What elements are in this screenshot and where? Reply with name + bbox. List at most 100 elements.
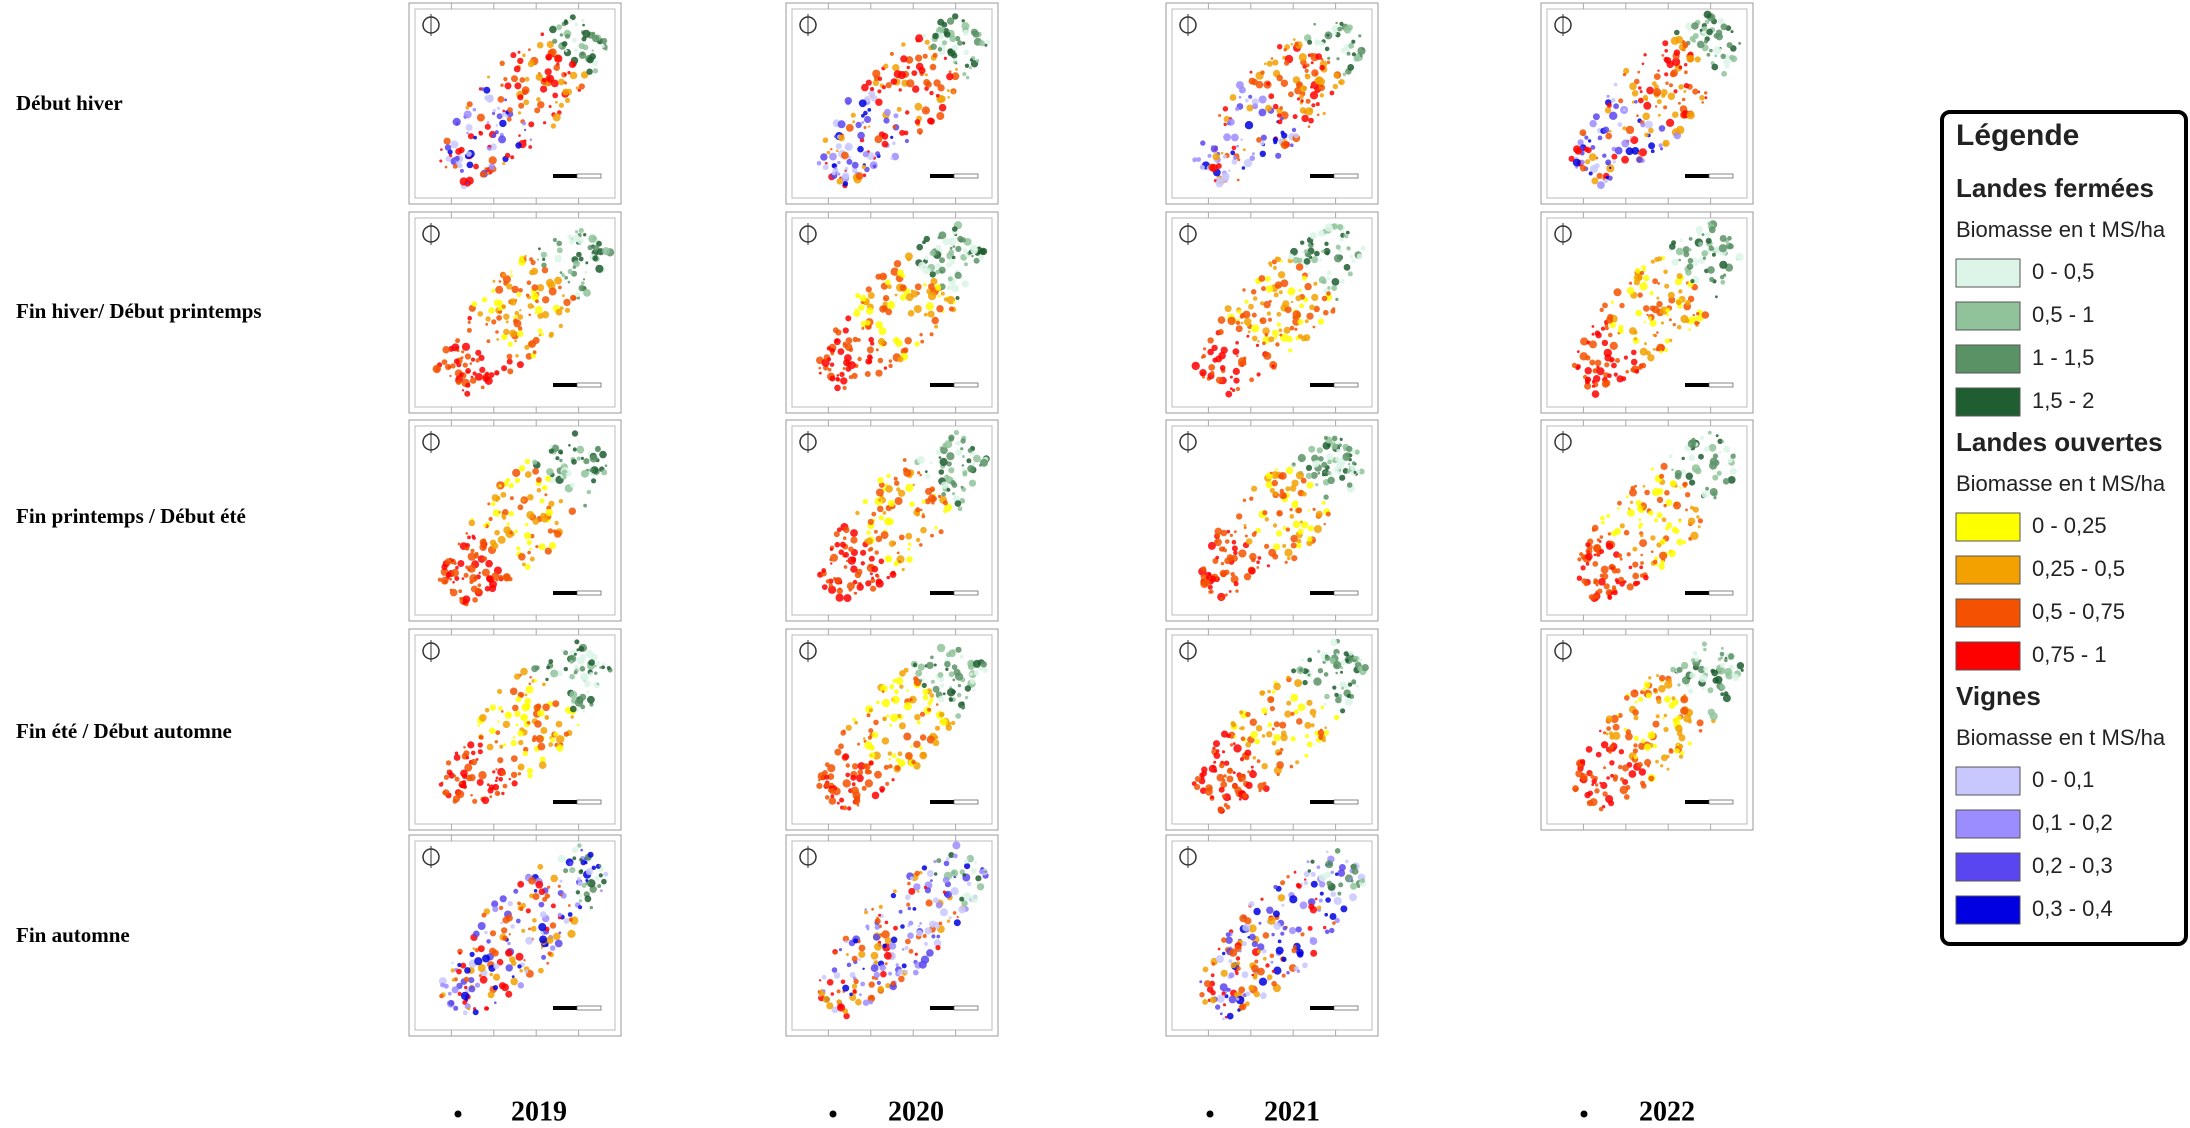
- map-patch: [909, 949, 914, 954]
- map-patch: [1633, 581, 1639, 587]
- map-patch: [853, 989, 857, 993]
- map-patch: [922, 683, 927, 688]
- map-patch: [517, 730, 523, 736]
- map-patch: [1665, 308, 1670, 313]
- map-patch: [866, 538, 873, 545]
- legend-item-label: 0 - 0,1: [2032, 767, 2094, 792]
- map-patch: [1592, 561, 1598, 567]
- map-patch: [1324, 242, 1328, 246]
- map-patch: [1224, 123, 1227, 126]
- scale-bar: [577, 174, 601, 178]
- map-patch: [1307, 658, 1312, 663]
- map-patch: [1653, 688, 1657, 692]
- map-patch: [918, 925, 921, 928]
- map-patch: [1592, 385, 1595, 388]
- map-patch: [477, 583, 481, 587]
- map-patch: [1640, 781, 1645, 786]
- map-patch: [1621, 376, 1626, 381]
- legend-section-title: Landes ouvertes: [1956, 427, 2163, 457]
- map-patch: [466, 182, 469, 185]
- map-patch: [488, 147, 491, 150]
- map-patch: [486, 575, 493, 582]
- map-patch: [491, 542, 498, 549]
- map-patch: [1336, 57, 1339, 60]
- map-patch: [1305, 734, 1309, 738]
- map-patch: [522, 121, 526, 125]
- map-patch: [1291, 543, 1297, 549]
- map-patch: [450, 363, 455, 368]
- map-patch: [1336, 653, 1339, 656]
- map-patch: [1620, 777, 1624, 781]
- map-patch: [522, 54, 526, 58]
- map-patch: [548, 501, 554, 507]
- map-patch: [1243, 357, 1247, 361]
- map-patch: [1315, 898, 1318, 901]
- map-patch: [442, 346, 449, 353]
- map-patch: [930, 64, 937, 71]
- map-patch: [1612, 568, 1618, 574]
- map-patch: [1268, 93, 1274, 99]
- map-patch: [1709, 444, 1717, 452]
- map: [1541, 212, 1753, 413]
- map-patch: [1322, 474, 1325, 477]
- map-patch: [1265, 105, 1272, 112]
- map-patch: [1238, 774, 1246, 782]
- map-patch: [881, 531, 889, 539]
- map-patch: [1306, 473, 1312, 479]
- map-patch: [1298, 334, 1303, 339]
- map-patch: [499, 906, 503, 910]
- map-patch: [1696, 226, 1703, 233]
- map-patch: [1300, 521, 1303, 524]
- map-patch: [862, 165, 866, 169]
- map-patch: [1668, 292, 1675, 299]
- map-patch: [1273, 734, 1280, 741]
- map-patch: [1702, 233, 1705, 236]
- map-patch: [537, 488, 542, 493]
- map-patch: [1332, 921, 1336, 925]
- map-patch: [576, 252, 582, 258]
- map-patch: [1335, 697, 1342, 704]
- map-patch: [1218, 329, 1224, 335]
- map-patch: [866, 307, 874, 315]
- map-patch: [871, 512, 876, 517]
- scale-bar: [1334, 591, 1358, 595]
- map-patch: [1221, 549, 1224, 552]
- map-patch: [835, 578, 841, 584]
- map-patch: [521, 714, 528, 721]
- map-patch: [841, 980, 846, 985]
- map-patch: [1661, 89, 1668, 96]
- map-patch: [923, 54, 928, 59]
- map-patch: [518, 740, 523, 745]
- map-patch: [887, 518, 894, 525]
- map-patch: [1263, 352, 1271, 360]
- map-patch: [1218, 948, 1221, 951]
- map-patch: [1282, 544, 1286, 548]
- map-patch: [1710, 712, 1718, 720]
- map-patch: [848, 547, 853, 552]
- map-patch: [507, 359, 513, 365]
- map-patch: [1345, 698, 1353, 706]
- map-patch: [1695, 56, 1701, 62]
- map-patch: [868, 125, 870, 127]
- map-patch: [526, 686, 534, 694]
- map-patch: [495, 779, 498, 782]
- map-patch: [480, 171, 487, 178]
- map-patch: [1345, 235, 1348, 238]
- map-patch: [928, 311, 935, 318]
- map-patch: [827, 357, 831, 361]
- map-patch: [539, 761, 547, 769]
- map-patch: [1611, 98, 1616, 103]
- map-patch: [892, 141, 896, 145]
- map-patch: [1340, 671, 1343, 674]
- map-patch: [1580, 129, 1587, 136]
- map-patch: [1319, 881, 1325, 887]
- map-patch: [1691, 658, 1695, 662]
- map-patch: [1634, 755, 1638, 759]
- map-patch: [926, 899, 933, 906]
- map-patch: [877, 89, 881, 93]
- map-patch: [1594, 554, 1597, 557]
- map-patch: [561, 273, 565, 277]
- map-patch: [1254, 531, 1257, 534]
- map-patch: [864, 116, 871, 123]
- map-patch: [1306, 700, 1312, 706]
